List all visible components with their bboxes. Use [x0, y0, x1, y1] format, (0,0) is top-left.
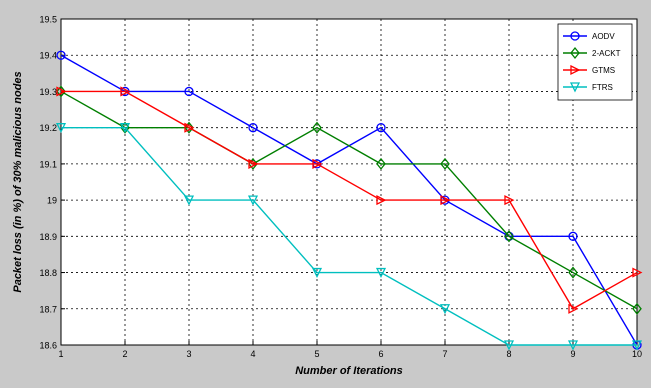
legend-label: GTMS	[592, 66, 615, 75]
data-point	[248, 158, 259, 169]
plot-frame	[60, 18, 638, 346]
y-tick-label: 19.5	[39, 15, 57, 25]
legend: AODV 2-ACKT GTMS FTRS	[557, 23, 633, 101]
data-point	[504, 195, 515, 206]
y-tick-label: 19.2	[39, 123, 57, 133]
data-point	[376, 157, 386, 170]
legend-entry: AODV	[563, 31, 615, 41]
x-tick-label: 7	[442, 349, 447, 359]
x-tick-label: 8	[506, 349, 511, 359]
x-tick-label: 6	[378, 349, 383, 359]
y-axis: 18.6 18.7 18.8 18.9 19 19.1 19.2 19.3 19.4 19.5	[39, 15, 65, 351]
legend-entry: GTMS	[563, 64, 615, 76]
data-point	[440, 157, 450, 170]
data-point	[570, 31, 580, 41]
data-point	[183, 195, 195, 206]
y-axis-label: Packet loss (in %) of 30% malicious node…	[12, 71, 24, 292]
data-point	[376, 123, 386, 133]
y-tick-label: 19	[47, 196, 57, 206]
data-point	[439, 304, 451, 315]
data-point	[119, 123, 131, 134]
x-axis-label: Number of Iterations	[295, 365, 403, 377]
series-gtms	[56, 86, 643, 314]
legend-entry: FTRS	[563, 82, 613, 93]
y-tick-label: 19.1	[39, 159, 57, 169]
x-tick-label: 9	[570, 349, 575, 359]
x-axis: 1 2 3 4 5 6 7 8 9 10	[58, 341, 642, 359]
data-point	[504, 230, 514, 243]
data-point	[568, 231, 578, 241]
x-tick-label: 3	[186, 349, 191, 359]
x-tick-label: 1	[58, 349, 63, 359]
data-series	[55, 50, 643, 351]
x-tick-label: 2	[122, 349, 127, 359]
y-tick-label: 18.9	[39, 232, 57, 242]
data-point	[247, 195, 259, 206]
data-point	[570, 64, 581, 76]
data-point	[376, 195, 387, 206]
legend-label: AODV	[592, 32, 615, 41]
y-tick-label: 19.3	[39, 87, 57, 97]
data-point	[631, 340, 643, 351]
x-tick-label: 4	[250, 349, 255, 359]
data-point	[440, 195, 451, 206]
legend-label: 2-ACKT	[592, 49, 621, 58]
data-point	[503, 340, 515, 351]
data-point	[312, 158, 323, 169]
data-point	[570, 46, 580, 60]
data-point	[569, 82, 581, 93]
data-point	[248, 123, 258, 133]
data-point	[56, 85, 66, 98]
y-tick-label: 18.7	[39, 304, 57, 314]
y-tick-label: 18.6	[39, 341, 57, 351]
series-line	[61, 126, 637, 346]
data-point	[568, 303, 579, 314]
data-point	[120, 86, 131, 97]
y-tick-label: 19.4	[39, 51, 57, 61]
data-point	[567, 340, 579, 351]
data-point	[311, 267, 323, 279]
data-point	[568, 266, 578, 279]
data-point	[632, 267, 643, 278]
data-point	[632, 302, 642, 315]
data-point	[56, 86, 67, 97]
legend-entry: 2-ACKT	[563, 46, 621, 60]
data-point	[56, 50, 66, 60]
data-point	[375, 267, 387, 279]
data-point	[55, 123, 67, 134]
x-tick-label: 10	[632, 349, 642, 359]
x-tick-label: 5	[314, 349, 319, 359]
series-line	[61, 90, 638, 310]
y-tick-label: 18.8	[39, 268, 57, 278]
legend-label: FTRS	[592, 83, 613, 92]
data-point	[184, 122, 195, 133]
data-point	[312, 121, 322, 134]
data-point	[184, 86, 194, 97]
series-ftrs	[55, 123, 643, 351]
